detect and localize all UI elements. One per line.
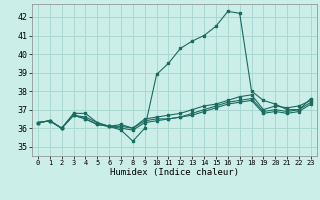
X-axis label: Humidex (Indice chaleur): Humidex (Indice chaleur) (110, 168, 239, 177)
